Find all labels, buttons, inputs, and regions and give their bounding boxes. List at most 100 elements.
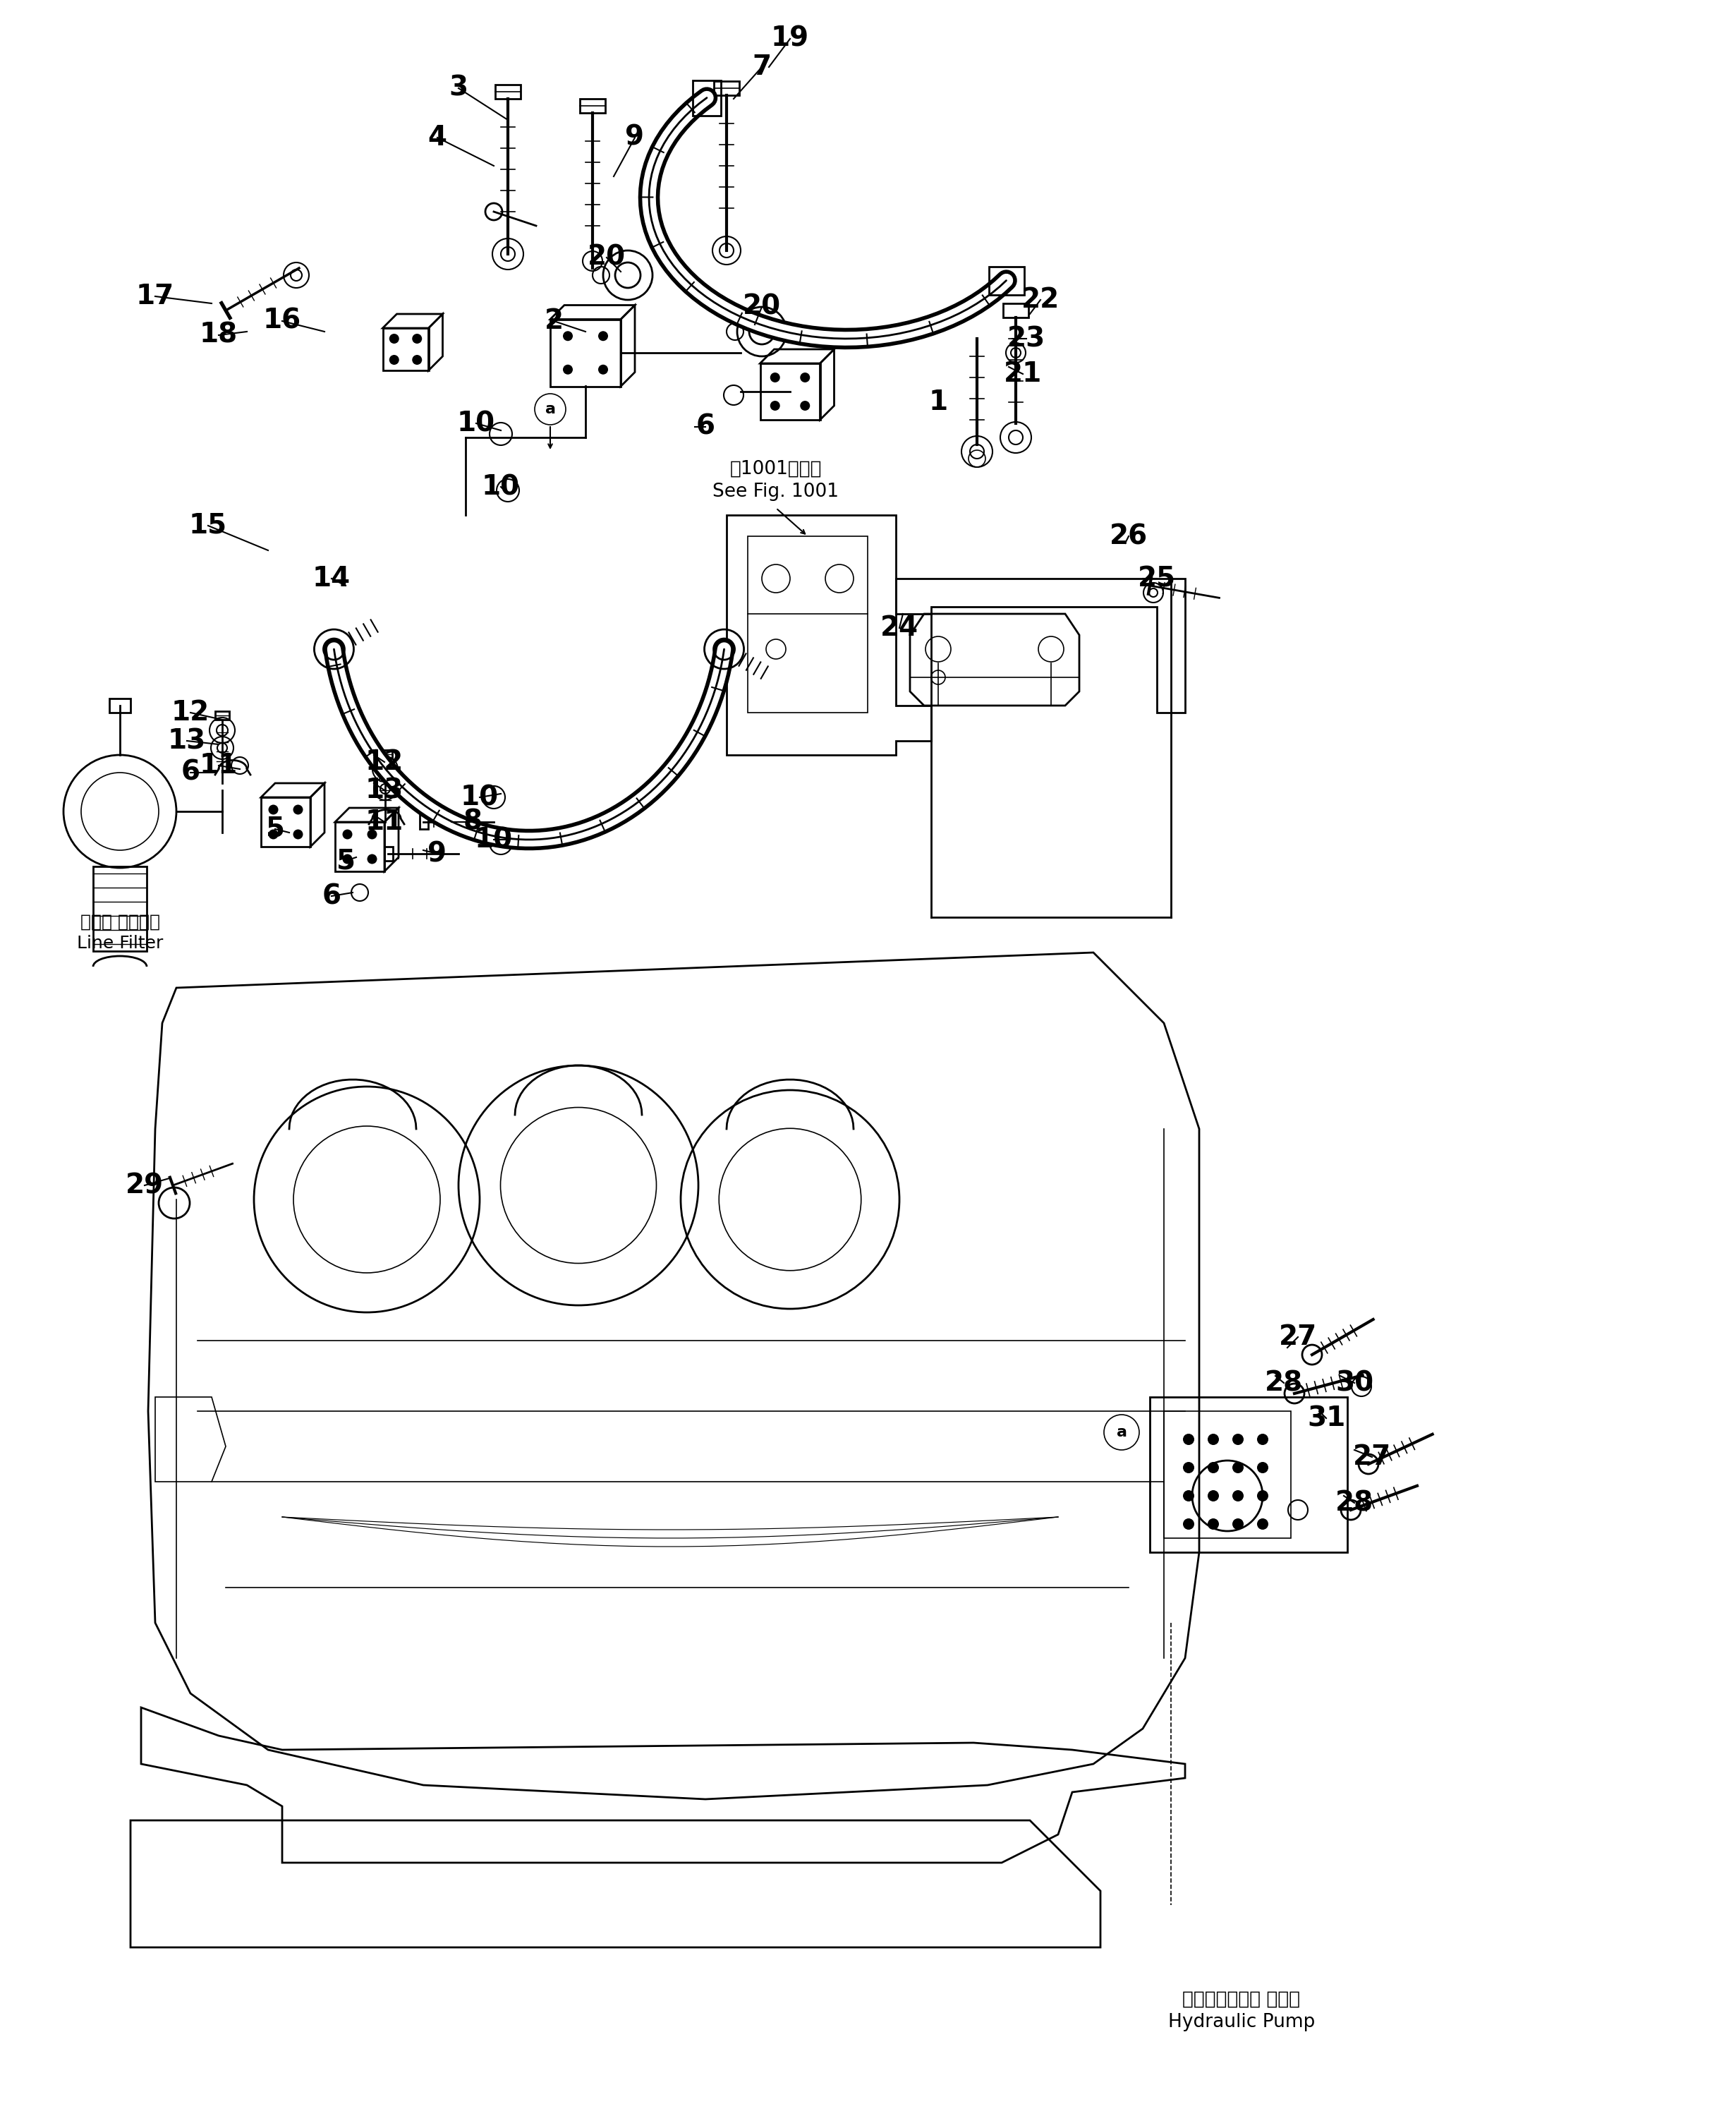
Bar bbox=[1163, 1411, 1292, 1539]
Circle shape bbox=[562, 332, 573, 340]
Circle shape bbox=[1208, 1519, 1219, 1530]
Bar bbox=[420, 815, 429, 830]
Circle shape bbox=[1233, 1519, 1243, 1530]
Text: a: a bbox=[1116, 1426, 1127, 1439]
Circle shape bbox=[1257, 1519, 1269, 1530]
Bar bbox=[580, 98, 606, 113]
Text: 6: 6 bbox=[321, 883, 340, 909]
Text: 3: 3 bbox=[450, 74, 469, 102]
Circle shape bbox=[800, 400, 811, 411]
Text: 27: 27 bbox=[1352, 1443, 1391, 1470]
Bar bbox=[550, 319, 621, 387]
Circle shape bbox=[1208, 1462, 1219, 1473]
Bar bbox=[384, 847, 392, 862]
Text: 21: 21 bbox=[1003, 360, 1042, 387]
Text: 22: 22 bbox=[1021, 287, 1059, 313]
Circle shape bbox=[269, 804, 278, 815]
Bar bbox=[215, 711, 229, 719]
Text: 5: 5 bbox=[266, 815, 285, 843]
Circle shape bbox=[771, 372, 779, 383]
Text: 6: 6 bbox=[181, 760, 200, 785]
Circle shape bbox=[1182, 1462, 1194, 1473]
Bar bbox=[1003, 304, 1028, 317]
Circle shape bbox=[1182, 1434, 1194, 1445]
Bar bbox=[1149, 1396, 1347, 1551]
Text: 23: 23 bbox=[1007, 326, 1045, 351]
Text: 27: 27 bbox=[1279, 1324, 1318, 1351]
Text: 9: 9 bbox=[427, 841, 446, 866]
Text: 6: 6 bbox=[696, 413, 715, 440]
Text: 第1001図参照
See Fig. 1001: 第1001図参照 See Fig. 1001 bbox=[713, 460, 838, 500]
Circle shape bbox=[269, 830, 278, 838]
Text: 30: 30 bbox=[1335, 1370, 1373, 1396]
Circle shape bbox=[562, 364, 573, 375]
Text: 19: 19 bbox=[771, 26, 809, 53]
Text: 8: 8 bbox=[464, 809, 483, 836]
Text: 28: 28 bbox=[1335, 1490, 1373, 1517]
Text: a: a bbox=[545, 402, 556, 417]
Circle shape bbox=[1233, 1490, 1243, 1502]
Text: 25: 25 bbox=[1137, 566, 1175, 592]
Circle shape bbox=[800, 372, 811, 383]
Text: 9: 9 bbox=[625, 123, 644, 151]
Circle shape bbox=[293, 830, 304, 838]
Circle shape bbox=[771, 400, 779, 411]
Bar bbox=[378, 749, 392, 758]
Bar bbox=[94, 866, 148, 951]
Text: 17: 17 bbox=[135, 283, 174, 311]
Text: 15: 15 bbox=[189, 513, 227, 538]
Text: 10: 10 bbox=[474, 826, 512, 853]
Text: 13: 13 bbox=[168, 728, 207, 753]
Text: 2: 2 bbox=[543, 309, 562, 334]
Circle shape bbox=[389, 334, 399, 343]
Circle shape bbox=[293, 804, 304, 815]
Text: 16: 16 bbox=[264, 309, 302, 334]
Text: 31: 31 bbox=[1307, 1404, 1345, 1432]
Bar bbox=[260, 798, 311, 847]
Circle shape bbox=[389, 355, 399, 364]
Text: 26: 26 bbox=[1109, 523, 1147, 549]
Bar bbox=[495, 85, 521, 98]
Text: 13: 13 bbox=[365, 777, 403, 804]
Circle shape bbox=[411, 334, 422, 343]
Text: 7: 7 bbox=[752, 53, 771, 81]
Bar bbox=[713, 81, 740, 96]
Text: 18: 18 bbox=[200, 321, 238, 349]
Text: 10: 10 bbox=[483, 472, 519, 500]
Text: 11: 11 bbox=[200, 751, 238, 779]
Bar bbox=[382, 328, 429, 370]
Bar bbox=[748, 536, 868, 713]
Circle shape bbox=[366, 853, 377, 864]
Circle shape bbox=[1182, 1490, 1194, 1502]
Text: 12: 12 bbox=[172, 700, 210, 726]
Circle shape bbox=[1257, 1462, 1269, 1473]
Circle shape bbox=[366, 830, 377, 838]
Text: 5: 5 bbox=[337, 847, 356, 875]
Text: 1: 1 bbox=[929, 389, 948, 415]
Bar bbox=[760, 364, 819, 419]
Circle shape bbox=[342, 853, 352, 864]
Circle shape bbox=[411, 355, 422, 364]
Text: 11: 11 bbox=[365, 809, 403, 836]
Circle shape bbox=[1257, 1490, 1269, 1502]
Text: ライン フィルタ
Line Filter: ライン フィルタ Line Filter bbox=[76, 913, 163, 951]
Circle shape bbox=[1233, 1434, 1243, 1445]
Circle shape bbox=[599, 332, 608, 340]
Text: 20: 20 bbox=[587, 245, 625, 270]
Bar bbox=[988, 266, 1024, 294]
Text: 14: 14 bbox=[312, 566, 351, 592]
Circle shape bbox=[1233, 1462, 1243, 1473]
Text: 24: 24 bbox=[880, 615, 918, 641]
Bar bbox=[109, 698, 130, 713]
Text: ハイドロリック ポンプ
Hydraulic Pump: ハイドロリック ポンプ Hydraulic Pump bbox=[1168, 1990, 1314, 2032]
Text: 10: 10 bbox=[460, 783, 498, 811]
Text: 29: 29 bbox=[125, 1173, 163, 1198]
Text: 28: 28 bbox=[1266, 1370, 1304, 1396]
Text: 10: 10 bbox=[457, 411, 495, 436]
Circle shape bbox=[1208, 1490, 1219, 1502]
Circle shape bbox=[1208, 1434, 1219, 1445]
Bar bbox=[335, 821, 384, 870]
Bar bbox=[693, 81, 720, 115]
Circle shape bbox=[1257, 1434, 1269, 1445]
Text: 20: 20 bbox=[743, 294, 781, 321]
